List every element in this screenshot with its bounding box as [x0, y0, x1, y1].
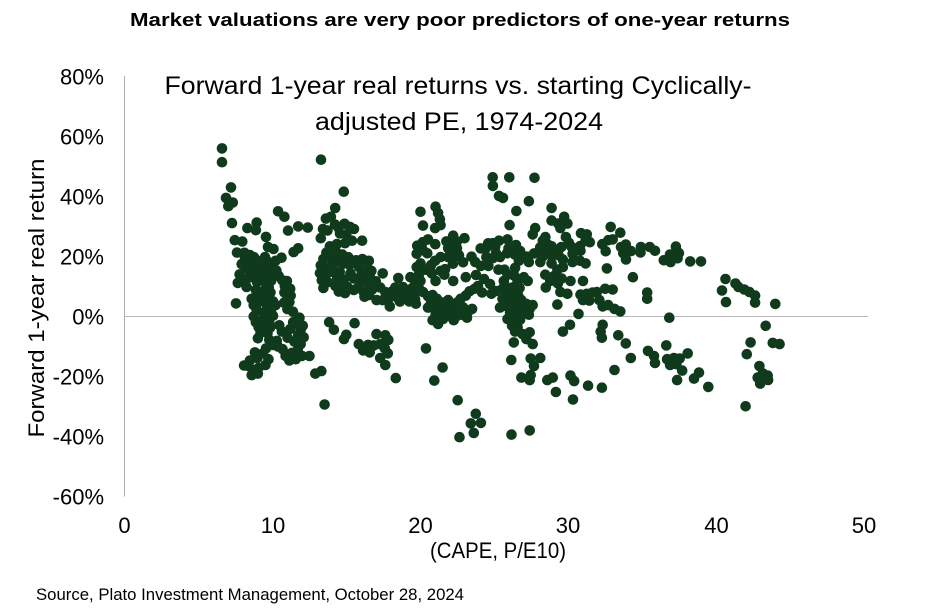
svg-text:-20%: -20% [53, 365, 104, 390]
svg-text:-60%: -60% [53, 485, 104, 510]
svg-text:Forward 1-year real returns vs: Forward 1-year real returns vs. starting… [165, 72, 752, 100]
svg-text:10: 10 [261, 513, 285, 538]
svg-text:Market valuations are very poo: Market valuations are very poor predicto… [130, 10, 790, 30]
svg-text:Forward 1-year real return: Forward 1-year real return [24, 159, 49, 438]
svg-text:0%: 0% [72, 305, 104, 330]
svg-text:20: 20 [408, 513, 432, 538]
svg-text:40%: 40% [60, 185, 104, 210]
svg-text:40: 40 [704, 513, 728, 538]
svg-text:30: 30 [556, 513, 580, 538]
svg-text:80%: 80% [60, 65, 104, 90]
svg-text:Source, Plato Investment Manag: Source, Plato Investment Management, Oct… [36, 585, 464, 604]
svg-text:50: 50 [852, 513, 876, 538]
svg-text:-40%: -40% [53, 425, 104, 450]
svg-text:adjusted PE, 1974-2024: adjusted PE, 1974-2024 [315, 108, 603, 136]
svg-text:20%: 20% [60, 245, 104, 270]
svg-text:0: 0 [118, 513, 130, 538]
svg-text:60%: 60% [60, 125, 104, 150]
svg-text:(CAPE, P/E10): (CAPE, P/E10) [430, 538, 566, 563]
